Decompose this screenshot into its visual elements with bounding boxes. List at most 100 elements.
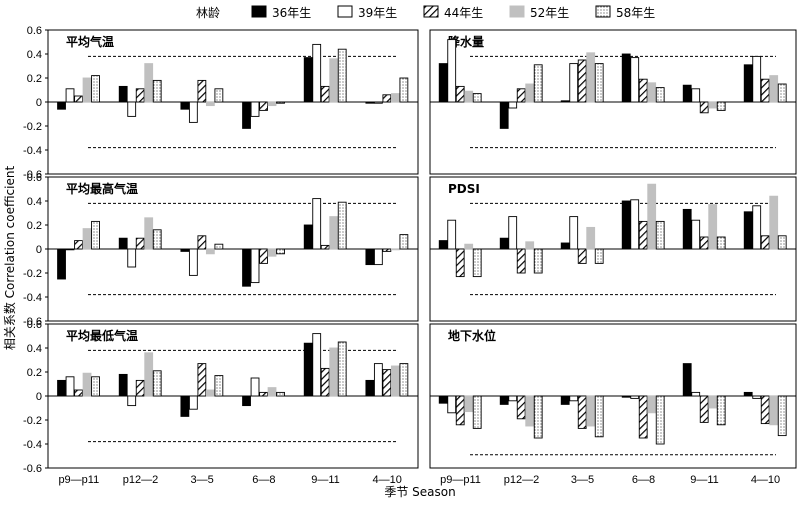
bar-58-4	[655, 220, 665, 250]
bar-58-4	[276, 391, 285, 397]
legend-swatch-36	[251, 5, 267, 18]
bar-36-4	[621, 200, 631, 250]
y-tick-label: -0.2	[23, 415, 42, 427]
bar-39-1	[65, 248, 75, 251]
panels: 0.6 0.4 0.2 0 -0.2 -0.4 -0.6 平均气温 降水量 0.6 0.4 0.2 0 -…	[23, 25, 797, 486]
bar-39-5	[312, 198, 322, 250]
bar-39-5	[691, 391, 701, 397]
legend-swatch-39	[337, 5, 353, 18]
panel-1: 0.6 0.4 0.2 0 -0.2 -0.4 -0.6 平均气温	[23, 25, 419, 181]
bar-52-3	[586, 226, 596, 250]
bar-52-4	[267, 101, 277, 107]
bar-44-2	[516, 248, 526, 274]
bar-44-1	[74, 95, 83, 103]
y-tick-label: -0.4	[23, 439, 42, 451]
panel-title: 平均最高气温	[66, 181, 138, 196]
bar-36-3	[180, 395, 190, 417]
bar-52-2	[525, 241, 535, 250]
bar-52-5	[708, 395, 718, 409]
panel-2: 降水量	[429, 29, 797, 175]
bar-52-5	[329, 347, 339, 397]
bar-44-4	[259, 101, 268, 111]
legend-entry-36: 36年生	[251, 5, 311, 20]
bar-39-6	[752, 205, 762, 250]
bar-52-5	[329, 58, 339, 103]
bar-58-2	[152, 370, 162, 397]
bar-36-1	[57, 379, 66, 397]
bar-52-4	[267, 387, 277, 397]
bar-58-1	[472, 93, 482, 103]
bar-44-3	[197, 363, 207, 397]
bar-44-6	[382, 248, 392, 252]
panel-title: PDSI	[448, 182, 480, 196]
legend-label-36: 36年生	[272, 6, 311, 20]
bar-44-5	[699, 395, 709, 423]
bar-36-3	[560, 242, 570, 250]
bar-36-5	[303, 342, 313, 397]
bar-52-4	[267, 248, 277, 257]
bar-58-2	[152, 229, 162, 250]
bar-44-5	[320, 85, 330, 103]
bar-58-2	[152, 79, 162, 103]
bar-39-2	[127, 395, 137, 407]
bar-52-1	[464, 243, 474, 250]
bar-58-1	[91, 376, 100, 397]
bar-58-1	[91, 220, 100, 250]
panel-5: 0.6 0.4 0.2 0 -0.2 -0.4 -0.6 平均最低气温 p9—p11 p12—2 3…	[23, 319, 419, 486]
bar-36-4	[242, 101, 251, 129]
bar-58-4	[655, 395, 665, 445]
bar-58-5	[337, 341, 347, 397]
bar-39-5	[691, 88, 701, 103]
x-axis-title: 季节 Season	[384, 485, 455, 499]
bar-52-1	[82, 228, 92, 250]
bar-36-2	[118, 85, 128, 103]
bar-44-5	[699, 236, 709, 250]
category-label: 6—8	[252, 474, 275, 486]
y-tick-label: 0.4	[27, 49, 42, 61]
bar-39-2	[508, 101, 518, 109]
category-label: 9—11	[311, 474, 340, 486]
y-tick-label: 0	[36, 97, 42, 109]
bar-44-3	[577, 248, 587, 264]
bar-36-6	[365, 379, 375, 397]
bar-58-6	[399, 77, 409, 103]
bar-52-3	[205, 389, 215, 397]
legend-entry-58: 58年生	[595, 5, 655, 20]
bar-44-4	[638, 78, 648, 103]
y-tick-label: 0.2	[27, 73, 42, 85]
legend-swatch-58	[595, 5, 611, 18]
bar-39-1	[447, 219, 457, 250]
bar-39-6	[373, 101, 383, 104]
bar-52-1	[464, 395, 474, 413]
bar-58-5	[716, 101, 726, 111]
bar-52-1	[82, 77, 92, 103]
bar-58-5	[337, 201, 347, 250]
legend-swatch-44	[423, 5, 439, 18]
bar-39-6	[752, 395, 762, 399]
bar-58-1	[472, 248, 482, 278]
bar-52-4	[647, 82, 657, 103]
bar-39-1	[65, 376, 75, 397]
bar-58-6	[777, 83, 787, 103]
bar-39-5	[312, 333, 322, 397]
bar-52-5	[329, 216, 339, 250]
bar-36-2	[118, 237, 128, 250]
category-label: 4—10	[751, 474, 780, 486]
bar-44-6	[760, 395, 770, 425]
bar-36-3	[560, 395, 570, 405]
bar-44-3	[577, 59, 587, 103]
y-tick-label: -0.4	[23, 145, 42, 157]
bar-39-5	[312, 43, 322, 103]
bar-36-2	[118, 373, 128, 397]
bar-44-4	[259, 248, 268, 264]
panel-title: 平均最低气温	[66, 328, 138, 343]
panel-title: 降水量	[448, 34, 484, 49]
bar-39-1	[447, 39, 457, 103]
bar-44-3	[197, 79, 207, 103]
bar-58-2	[533, 248, 543, 274]
bar-52-2	[144, 63, 154, 103]
y-tick-label: -0.6	[23, 169, 42, 181]
bar-58-1	[91, 75, 100, 103]
bar-36-5	[303, 224, 313, 250]
